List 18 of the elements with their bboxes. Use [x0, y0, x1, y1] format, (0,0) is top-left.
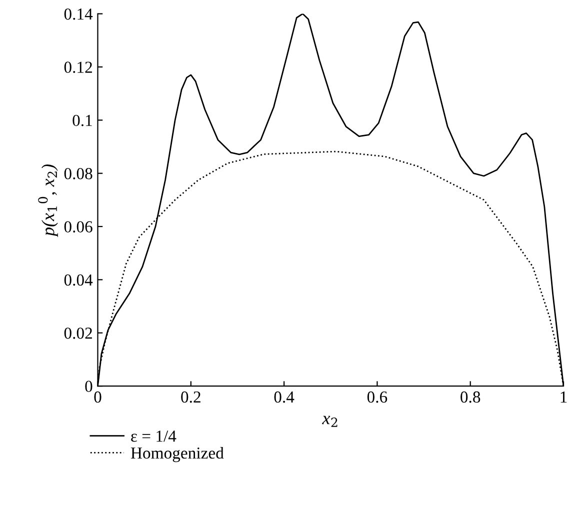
- x-tick-label: 1: [560, 391, 567, 402]
- x-tick-label: 0.2: [181, 391, 200, 403]
- y-axis-title: p(x$_{1}$$^{0}$, x$_{2}$): [38, 164, 58, 238]
- y-tick-label: 0.08: [64, 168, 92, 180]
- y-tick-label: 0.1: [72, 114, 92, 126]
- y-tick-label: 0.06: [64, 221, 92, 233]
- y-tick-label: 0.04: [64, 274, 93, 286]
- x-tick-label: 0.6: [367, 391, 388, 403]
- legend-label: Homogenized: [130, 446, 224, 462]
- x-axis-title: x$_{2}$: [322, 416, 338, 427]
- x-tick-label: 0.8: [460, 391, 480, 403]
- x-tick-label: 0: [94, 391, 102, 403]
- y-tick-label: 0: [85, 380, 92, 392]
- x-tick-label: 0.4: [274, 391, 294, 403]
- legend-label: ε = 1/4: [131, 430, 176, 442]
- y-tick-label: 0.02: [64, 328, 92, 339]
- y-tick-label: 0.12: [64, 62, 92, 73]
- y-tick-label: 0.14: [64, 8, 93, 20]
